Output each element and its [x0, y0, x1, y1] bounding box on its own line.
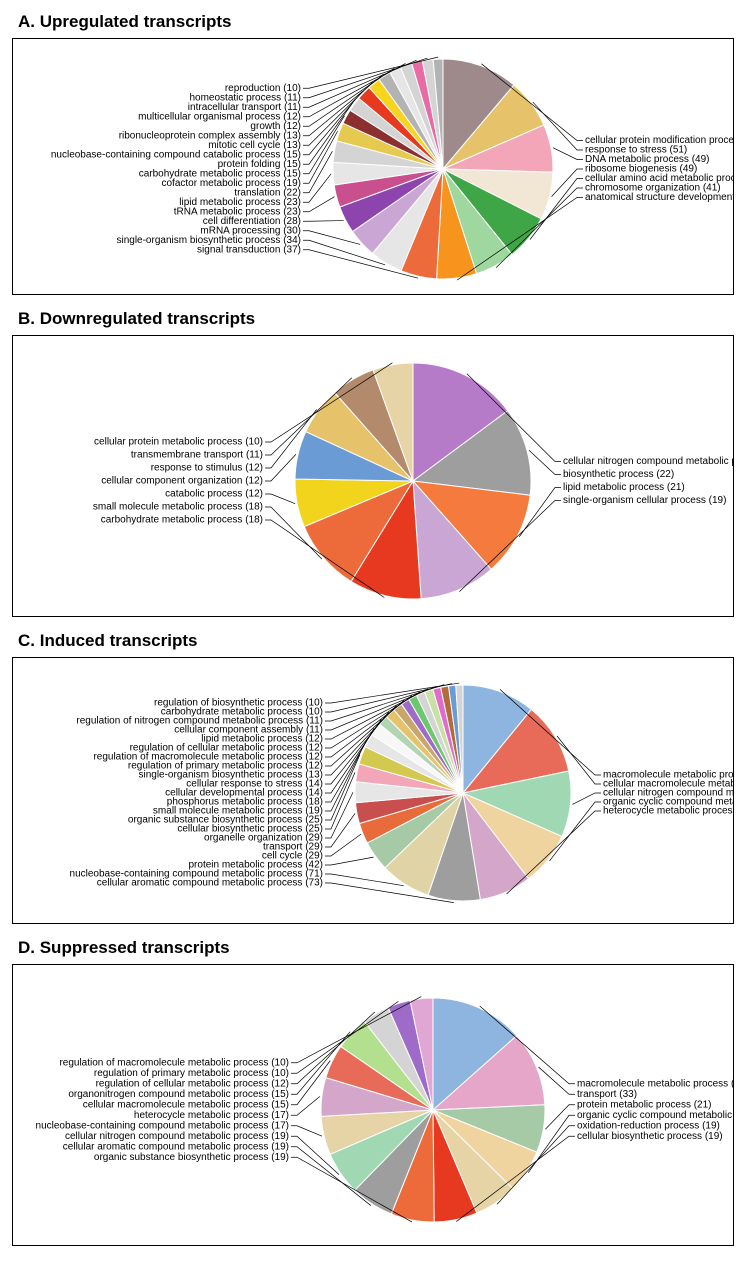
slice-label: cellular nitrogen compound metabolic pro…	[65, 1131, 289, 1142]
slice-label: heterocycle metabolic process (17)	[134, 1110, 289, 1121]
slice-label: oxidation-reduction process (19)	[577, 1120, 720, 1131]
slice-label: transmembrane transport (11)	[131, 450, 263, 461]
slice-label: cellular nitrogen compound metabolic pro…	[563, 456, 733, 467]
leader-line	[325, 834, 361, 856]
leader-line	[303, 221, 344, 222]
chart-box: cellular protein modification process (7…	[12, 38, 734, 295]
pie-chart: cellular protein modification process (7…	[13, 39, 733, 294]
slice-label: cellular protein metabolic process (10)	[94, 437, 263, 448]
slice-label: protein metabolic process (21)	[577, 1099, 712, 1110]
slice-label: regulation of cellular metabolic process…	[96, 1078, 289, 1089]
leader-line	[529, 450, 561, 474]
panel-A: A. Upregulated transcripts cellular prote…	[12, 12, 738, 295]
slice-label: organic substance biosynthetic process (…	[94, 1152, 289, 1163]
panel-C: C. Induced transcripts macromolecule meta…	[12, 631, 738, 924]
slice-label: organic cyclic compound metabolic proces…	[577, 1110, 733, 1121]
slice-label: macromolecule metabolic process (41)	[577, 1078, 733, 1089]
panel-title: D. Suppressed transcripts	[18, 938, 738, 958]
slice-label: single-organism cellular process (19)	[563, 495, 726, 506]
slice-label: catabolic process (12)	[165, 489, 263, 500]
leader-line	[325, 792, 353, 838]
panel-title: B. Downregulated transcripts	[18, 309, 738, 329]
slice-label: transport (33)	[577, 1089, 637, 1100]
pie-chart: macromolecule metabolic process (102)cel…	[13, 658, 733, 923]
pie-chart: macromolecule metabolic process (41)tran…	[13, 965, 733, 1245]
slice-label: signal transduction (37)	[197, 244, 301, 255]
slice-label: anatomical structure development (41)	[585, 192, 733, 203]
leader-line	[291, 1097, 320, 1116]
leader-line	[291, 1126, 322, 1136]
leader-line	[265, 494, 295, 504]
leader-line	[265, 454, 296, 481]
slice-label: regulation of macromolecule metabolic pr…	[59, 1057, 289, 1068]
chart-box: macromolecule metabolic process (102)cel…	[12, 657, 734, 924]
slice-label: lipid metabolic process (21)	[563, 482, 685, 493]
slice-label: heterocycle metabolic process (73)	[603, 806, 733, 817]
slice-label: organonitrogen compound metabolic proces…	[68, 1089, 289, 1100]
slice-label: cellular aromatic compound metabolic pro…	[63, 1141, 289, 1152]
slice-label: nucleobase-containing compound metabolic…	[36, 1120, 289, 1131]
slice-label: carbohydrate metabolic process (18)	[101, 515, 263, 526]
leader-line	[303, 151, 332, 193]
leader-line	[325, 857, 374, 865]
panel-title: C. Induced transcripts	[18, 631, 738, 651]
leader-line	[325, 772, 355, 829]
panel-B: B. Downregulated transcripts cellular nit…	[12, 309, 738, 617]
leader-line	[303, 231, 360, 245]
leader-line	[539, 1067, 575, 1094]
slice-label: cellular aromatic compound metabolic pro…	[97, 878, 323, 889]
slice-label: cellular component organization (12)	[101, 476, 263, 487]
leader-line	[303, 131, 338, 183]
panel-title: A. Upregulated transcripts	[18, 12, 738, 32]
panel-D: D. Suppressed transcripts macromolecule m…	[12, 938, 738, 1246]
slice-label: regulation of primary metabolic process …	[94, 1068, 289, 1079]
chart-box: macromolecule metabolic process (41)tran…	[12, 964, 734, 1246]
slice-label: cellular macromolecule metabolic process…	[83, 1099, 289, 1110]
leader-line	[552, 169, 583, 197]
leader-line	[572, 793, 601, 804]
chart-box: cellular nitrogen compound metabolic pro…	[12, 335, 734, 617]
slice-label: small molecule metabolic process (18)	[93, 502, 263, 513]
slice-label: biosynthetic process (22)	[563, 469, 674, 480]
slice-label: cellular biosynthetic process (19)	[577, 1131, 723, 1142]
pie-chart: cellular nitrogen compound metabolic pro…	[13, 336, 733, 616]
leader-line	[553, 148, 583, 160]
slice-label: response to stimulus (12)	[151, 463, 263, 474]
leader-line	[303, 197, 334, 212]
